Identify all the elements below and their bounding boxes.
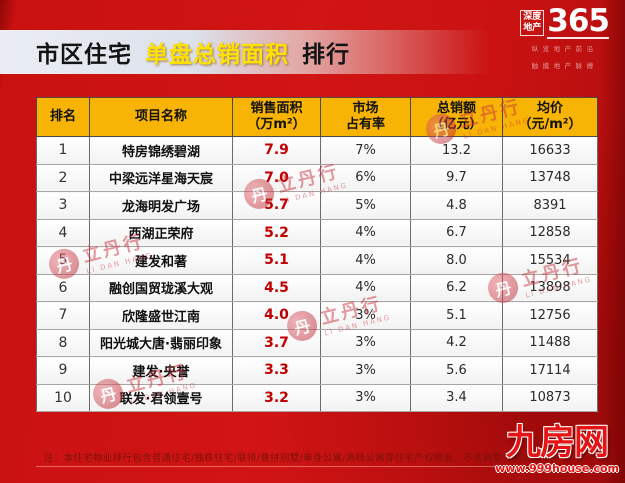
table-row: 3 龙海明发广场 5.7 5% 4.8 8391 — [36, 191, 598, 220]
brand-logo: 深度 地产 365 纵览地产前沿 触摸地产脉搏 — [520, 3, 610, 73]
brand-number: 365 — [547, 3, 610, 40]
cell-total-sales: 6.7 — [410, 218, 503, 247]
cell-avg-price: 13748 — [502, 163, 598, 192]
col-header-rank: 排名 — [36, 97, 90, 137]
cell-avg-price: 10873 — [502, 383, 598, 412]
brand-name-bottom: 地产 — [523, 23, 542, 34]
col-header-avg-price: 均价 （元/m²） — [502, 97, 598, 137]
cell-avg-price: 12756 — [502, 301, 598, 330]
cell-sales-area: 5.1 — [232, 246, 321, 275]
cell-project-name: 融创国贸珑溪大观 — [89, 273, 233, 302]
cell-market-share: 3% — [320, 356, 411, 385]
title-band: 市区住宅 单盘总销面积 排行 — [0, 30, 510, 74]
col-header-market-share: 市场 占有率 — [320, 97, 411, 137]
cell-market-share: 3% — [320, 301, 411, 330]
jiufang-logo-name: 九房网 — [506, 423, 609, 463]
jiufang-logo: 九房网 www.999house.com — [495, 423, 619, 476]
page-title-highlight: 单盘总销面积 — [145, 42, 289, 68]
cell-sales-area: 5.2 — [232, 218, 321, 247]
cell-total-sales: 9.7 — [410, 163, 503, 192]
cell-project-name: 建发和著 — [89, 246, 233, 275]
cell-total-sales: 4.8 — [410, 191, 503, 220]
table-row: 5 建发和著 5.1 4% 8.0 15534 — [36, 246, 598, 275]
footnote: 注：本住宅物业排行包含普通住宅/独栋住宅/联排/叠拼别墅/单身公寓/高档公寓等住… — [44, 453, 534, 464]
cell-market-share: 3% — [320, 383, 411, 412]
cell-project-name: 联发·君领壹号 — [89, 383, 233, 412]
cell-market-share: 5% — [320, 191, 411, 220]
brand-name-top: 深度 — [523, 11, 542, 22]
page-title-segment: 排行 — [302, 42, 350, 68]
cell-sales-area: 3.7 — [232, 328, 321, 357]
table-body: 1 特房锦绣碧湖 7.9 7% 13.2 16633 2 中梁远洋星海天宸 7.… — [36, 136, 598, 412]
table-row: 10 联发·君领壹号 3.2 3% 3.4 10873 — [36, 383, 598, 412]
cell-sales-area: 7.0 — [232, 163, 321, 192]
cell-rank: 2 — [36, 163, 90, 192]
cell-avg-price: 13898 — [502, 273, 598, 302]
brand-logo-top: 深度 地产 365 — [520, 3, 610, 40]
jiufang-logo-url: www.999house.com — [495, 462, 619, 475]
cell-total-sales: 5.6 — [410, 356, 503, 385]
cell-rank: 3 — [36, 191, 90, 220]
cell-market-share: 7% — [320, 136, 411, 165]
cell-sales-area: 3.2 — [232, 383, 321, 412]
cell-sales-area: 4.5 — [232, 273, 321, 302]
cell-rank: 5 — [36, 246, 90, 275]
cell-market-share: 4% — [320, 218, 411, 247]
cell-sales-area: 4.0 — [232, 301, 321, 330]
cell-avg-price: 11488 — [502, 328, 598, 357]
table-header: 排名 项目名称 销售面积 （万m²） 市场 占有率 总销额 （亿元） 均价 （元/m²） — [36, 97, 598, 137]
cell-market-share: 3% — [320, 328, 411, 357]
cell-total-sales: 5.1 — [410, 301, 503, 330]
cell-project-name: 欣隆盛世江南 — [89, 301, 233, 330]
cell-rank: 7 — [36, 301, 90, 330]
cell-avg-price: 16633 — [502, 136, 598, 165]
col-header-project-name: 项目名称 — [89, 97, 233, 137]
cell-total-sales: 6.2 — [410, 273, 503, 302]
cell-avg-price: 8391 — [502, 191, 598, 220]
cell-total-sales: 13.2 — [410, 136, 503, 165]
table-row: 1 特房锦绣碧湖 7.9 7% 13.2 16633 — [36, 136, 598, 165]
cell-avg-price: 17114 — [502, 356, 598, 385]
table-row: 9 建发·央誉 3.3 3% 5.6 17114 — [36, 356, 598, 385]
col-header-total-sales: 总销额 （亿元） — [410, 97, 503, 137]
brand-name-stack: 深度 地产 — [520, 9, 545, 37]
ranking-table: 排名 项目名称 销售面积 （万m²） 市场 占有率 总销额 （亿元） 均价 （元/m²） — [36, 97, 598, 412]
table-row: 7 欣隆盛世江南 4.0 3% 5.1 12756 — [36, 301, 598, 330]
cell-sales-area: 3.3 — [232, 356, 321, 385]
cell-sales-area: 5.7 — [232, 191, 321, 220]
table-row: 6 融创国贸珑溪大观 4.5 4% 6.2 13898 — [36, 273, 598, 302]
cell-avg-price: 15534 — [502, 246, 598, 275]
cell-rank: 6 — [36, 273, 90, 302]
col-header-sales-area: 销售面积 （万m²） — [232, 97, 321, 137]
cell-total-sales: 4.2 — [410, 328, 503, 357]
cell-project-name: 西湖正荣府 — [89, 218, 233, 247]
cell-project-name: 建发·央誉 — [89, 356, 233, 385]
cell-total-sales: 8.0 — [410, 246, 503, 275]
cell-avg-price: 12858 — [502, 218, 598, 247]
cell-rank: 4 — [36, 218, 90, 247]
cell-project-name: 中梁远洋星海天宸 — [89, 163, 233, 192]
page-title-segment: 市区住宅 — [36, 42, 132, 68]
cell-sales-area: 7.9 — [232, 136, 321, 165]
cell-project-name: 阳光城大唐·翡丽印象 — [89, 328, 233, 357]
cell-rank: 8 — [36, 328, 90, 357]
cell-total-sales: 3.4 — [410, 383, 503, 412]
cell-market-share: 6% — [320, 163, 411, 192]
table-row: 8 阳光城大唐·翡丽印象 3.7 3% 4.2 11488 — [36, 328, 598, 357]
brand-slogan-line1: 纵览地产前沿 — [531, 45, 598, 54]
cell-rank: 9 — [36, 356, 90, 385]
cell-market-share: 4% — [320, 246, 411, 275]
table-row: 4 西湖正荣府 5.2 4% 6.7 12858 — [36, 218, 598, 247]
cell-rank: 10 — [36, 383, 90, 412]
table-row: 2 中梁远洋星海天宸 7.0 6% 9.7 13748 — [36, 163, 598, 192]
cell-project-name: 特房锦绣碧湖 — [89, 136, 233, 165]
brand-slogan-line2: 触摸地产脉搏 — [531, 62, 598, 71]
cell-market-share: 4% — [320, 273, 411, 302]
cell-rank: 1 — [36, 136, 90, 165]
cell-project-name: 龙海明发广场 — [89, 191, 233, 220]
footnote-divider — [36, 466, 568, 467]
